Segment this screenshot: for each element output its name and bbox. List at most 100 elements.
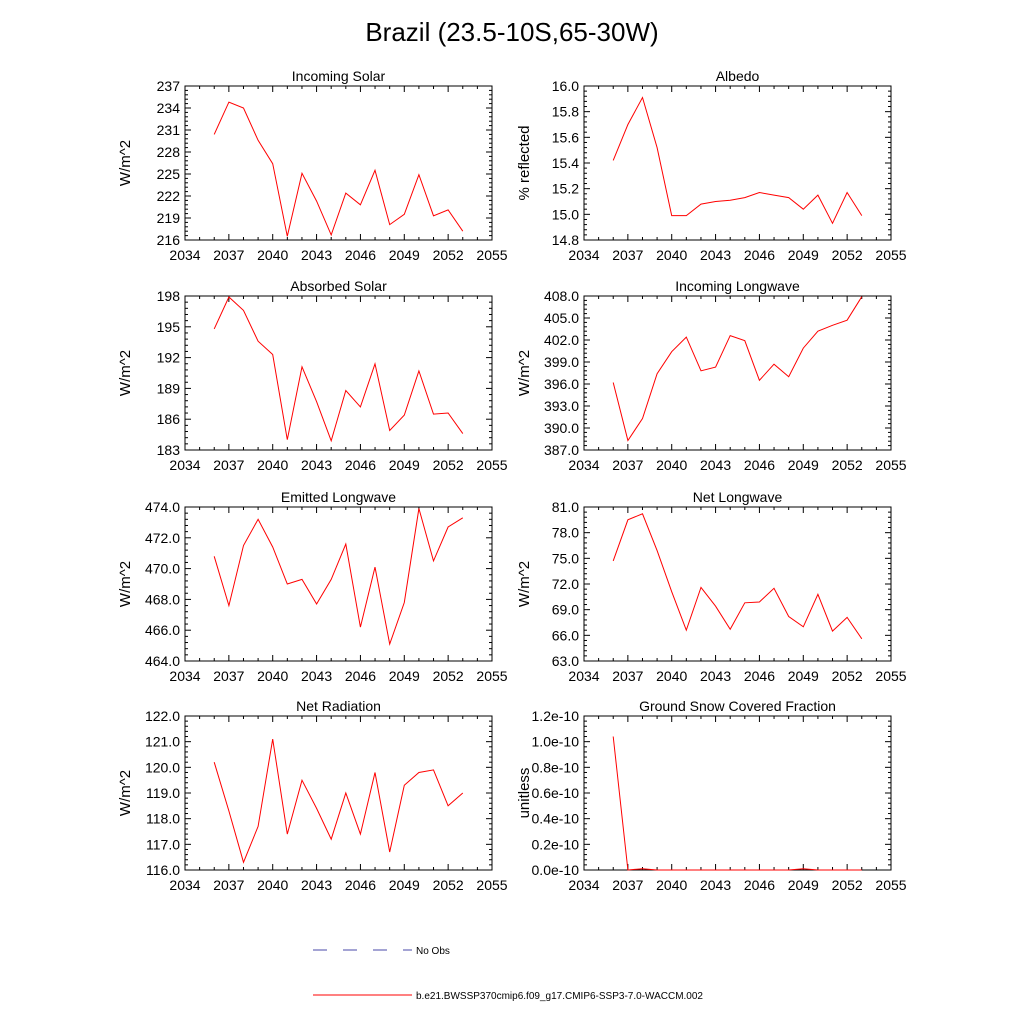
- x-tick-label: 2034: [169, 457, 200, 473]
- series-line: [612, 736, 862, 871]
- y-tick-label: 222: [157, 188, 181, 204]
- x-tick-label: 2046: [744, 457, 775, 473]
- x-tick-label: 2043: [301, 668, 332, 684]
- plot-frame: [583, 85, 892, 241]
- x-tick-label: 2046: [345, 457, 376, 473]
- y-axis-label: unitless: [516, 768, 533, 819]
- y-tick-label: 192: [157, 350, 181, 366]
- x-tick-label: 2043: [700, 668, 731, 684]
- panel-title: Absorbed Solar: [290, 278, 387, 294]
- y-tick-label: 15.6: [552, 129, 579, 145]
- x-tick-label: 2034: [568, 457, 599, 473]
- x-tick-label: 2055: [476, 668, 507, 684]
- x-tick-label: 2040: [257, 668, 288, 684]
- chart-title: Brazil (23.5-10S,65-30W): [365, 17, 658, 47]
- panel-2: Absorbed Solar W/m^2 2034 2037 2040 2043 2046 2…: [117, 278, 508, 473]
- x-tick-label: 2055: [875, 457, 906, 473]
- y-tick-label: 16.0: [552, 78, 579, 94]
- y-tick-label: 189: [157, 380, 181, 396]
- panel-0: Incoming Solar W/m^2 2034 2037 2040 2043 2046 2…: [117, 68, 508, 263]
- y-tick-label: 15.2: [552, 181, 579, 197]
- x-tick-label: 2037: [213, 668, 244, 684]
- x-tick-label: 2040: [257, 247, 288, 263]
- series-line: [612, 513, 863, 640]
- legend: No Obs b.e21.BWSSP370cmip6.f09_g17.CMIP6…: [313, 946, 703, 1002]
- x-tick-label: 2040: [656, 877, 687, 893]
- y-axis-label: W/m^2: [117, 350, 134, 396]
- x-tick-label: 2052: [433, 247, 464, 263]
- y-tick-label: 14.8: [552, 232, 579, 248]
- y-axis-label: W/m^2: [117, 140, 134, 186]
- y-tick-label: 408.0: [544, 288, 579, 304]
- y-tick-label: 396.0: [544, 376, 579, 392]
- x-tick-label: 2043: [700, 457, 731, 473]
- series-line: [612, 296, 863, 442]
- y-tick-label: 69.0: [552, 602, 579, 618]
- y-tick-label: 119.0: [146, 785, 180, 801]
- plot-frame: [184, 715, 493, 871]
- y-tick-label: 15.0: [552, 206, 579, 222]
- y-tick-label: 219: [157, 210, 181, 226]
- plot-frame: [184, 85, 493, 241]
- y-tick-label: 234: [157, 100, 181, 116]
- y-tick-label: 231: [157, 122, 181, 138]
- x-tick-label: 2052: [832, 668, 863, 684]
- y-tick-label: 405.0: [544, 310, 579, 326]
- plot-frame: [583, 295, 892, 451]
- x-tick-label: 2055: [476, 877, 507, 893]
- x-tick-label: 2046: [345, 668, 376, 684]
- y-tick-label: 0.8e-10: [532, 759, 580, 775]
- x-tick-label: 2037: [612, 668, 643, 684]
- x-tick-label: 2055: [476, 457, 507, 473]
- panel-title: Emitted Longwave: [281, 489, 396, 505]
- y-tick-label: 118.0: [146, 811, 180, 827]
- x-tick-label: 2049: [389, 457, 420, 473]
- x-tick-label: 2034: [568, 668, 599, 684]
- series-line: [612, 96, 863, 225]
- panel-title: Ground Snow Covered Fraction: [639, 698, 836, 714]
- panel-5: Net Longwave W/m^2 2034 2037 2040 2043 2046 204…: [516, 489, 907, 684]
- y-tick-label: 121.0: [145, 734, 180, 750]
- x-tick-label: 2040: [257, 877, 288, 893]
- x-tick-label: 2043: [301, 247, 332, 263]
- y-tick-label: 237: [157, 78, 181, 94]
- y-tick-label: 120.0: [145, 759, 180, 775]
- series-line: [213, 296, 464, 443]
- y-tick-label: 472.0: [145, 530, 180, 546]
- y-axis-label: W/m^2: [516, 350, 533, 396]
- x-tick-label: 2055: [875, 877, 906, 893]
- y-tick-label: 1.2e-10: [532, 708, 580, 724]
- y-tick-label: 216: [157, 232, 181, 248]
- y-tick-label: 474.0: [145, 499, 180, 515]
- y-tick-label: 15.4: [552, 155, 579, 171]
- panel-3: Incoming Longwave W/m^2 2034 2037 2040 2043 20…: [516, 278, 907, 473]
- y-tick-label: 466.0: [145, 622, 180, 638]
- y-tick-label: 78.0: [552, 525, 579, 541]
- y-tick-label: 228: [157, 144, 181, 160]
- x-tick-label: 2037: [213, 247, 244, 263]
- x-tick-label: 2049: [788, 247, 819, 263]
- x-tick-label: 2043: [301, 457, 332, 473]
- x-tick-label: 2037: [213, 457, 244, 473]
- x-tick-label: 2043: [700, 877, 731, 893]
- panel-1: Albedo % reflected 2034 2037 2040 2043 2046 204…: [516, 68, 907, 263]
- y-tick-label: 464.0: [145, 653, 180, 669]
- x-tick-label: 2034: [169, 247, 200, 263]
- x-tick-label: 2043: [301, 877, 332, 893]
- y-axis-label: W/m^2: [516, 561, 533, 607]
- x-tick-label: 2046: [345, 877, 376, 893]
- plot-frame: [184, 506, 493, 662]
- plot-frame: [184, 295, 493, 451]
- panel-title: Incoming Longwave: [675, 278, 800, 294]
- x-tick-label: 2034: [169, 877, 200, 893]
- x-tick-label: 2040: [656, 457, 687, 473]
- y-tick-label: 195: [157, 319, 181, 335]
- x-tick-label: 2040: [656, 247, 687, 263]
- legend-obs-label: No Obs: [416, 946, 450, 957]
- y-tick-label: 1.0e-10: [532, 734, 580, 750]
- x-tick-label: 2052: [832, 877, 863, 893]
- y-tick-label: 116.0: [146, 862, 180, 878]
- panels: Incoming Solar W/m^2 2034 2037 2040 2043 2046 2…: [117, 68, 907, 893]
- y-tick-label: 72.0: [552, 576, 579, 592]
- y-tick-label: 186: [157, 411, 181, 427]
